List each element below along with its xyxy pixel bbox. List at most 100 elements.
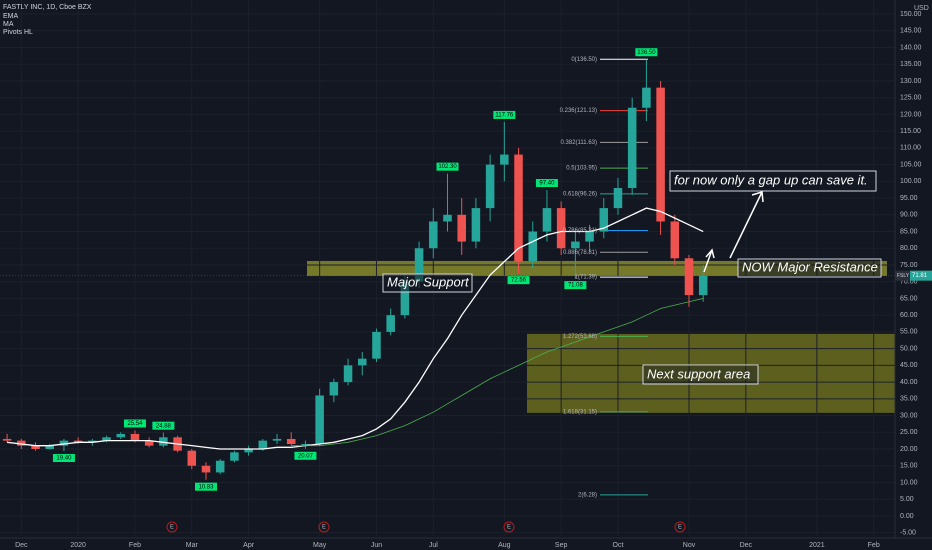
pivot-label: 72.56 [511, 278, 527, 284]
fib-label: 0.786(85.31) [563, 228, 597, 234]
indicator-pivots: Pivots HL [3, 29, 33, 36]
annotations: Major Support NOW Major Resistance for n… [382, 170, 882, 385]
candle-body [215, 460, 225, 473]
indicator-ma: MA [3, 21, 14, 28]
candle-body [272, 438, 282, 441]
y-tick-label: 20.00 [900, 446, 918, 453]
earnings-label: E [322, 525, 326, 531]
pivot-tag [507, 276, 530, 285]
fib-label: 0(136.50) [571, 57, 597, 63]
y-tick-label: 50.00 [900, 345, 918, 352]
annotation: for now only a gap up can save it. [674, 172, 868, 187]
x-tick-label: Nov [683, 542, 696, 549]
candle-body [698, 275, 708, 296]
fib-label: 1.618(31.15) [563, 409, 597, 415]
pivot-tag [493, 110, 516, 119]
y-tick-label: 10.00 [900, 479, 918, 486]
candle-body [17, 440, 26, 446]
annotation: Major Support [387, 274, 470, 289]
x-tick-label: Dec [15, 542, 28, 549]
y-tick-label: 25.00 [900, 429, 918, 436]
y-tick-label: 130.00 [900, 78, 922, 85]
y-tick-label: 35.00 [900, 396, 918, 403]
earnings-marker [318, 521, 330, 533]
candle-body [130, 433, 140, 441]
plot [2, 58, 708, 496]
annotation: NOW Major Resistance [742, 259, 878, 274]
candle-body [116, 433, 126, 438]
y-tick-label: 15.00 [900, 463, 918, 470]
x-tick-label: Feb [129, 542, 141, 549]
candle-body [230, 452, 239, 461]
pivot-label: 10.83 [198, 484, 214, 490]
currency: USD [914, 5, 929, 12]
candle-body [59, 440, 69, 446]
candle-body [556, 208, 566, 249]
y-tick-label: 145.00 [900, 28, 922, 35]
candle-body [144, 440, 154, 446]
pivot-tag [152, 421, 175, 430]
candle-body [2, 438, 12, 441]
moving-average [7, 207, 704, 450]
y-tick-label: 75.00 [900, 262, 918, 269]
candle-body [301, 443, 310, 445]
candle-body [102, 437, 111, 441]
y-tick-label: 110.00 [900, 145, 921, 152]
candle-body [400, 281, 410, 316]
candle-body [542, 208, 552, 232]
symbol-tag-label: FSLY [897, 273, 910, 279]
candle-body [201, 465, 211, 473]
annotation-box [737, 258, 882, 278]
pivot-tag [635, 48, 658, 57]
y-tick-label: 85.00 [900, 228, 918, 235]
x-tick-label: Feb [868, 542, 880, 549]
y-tick-label: 135.00 [900, 61, 922, 68]
annotation-box [642, 364, 759, 385]
candle-body [258, 440, 268, 450]
x-tick-label: Mar [186, 542, 199, 549]
pivot-tag [564, 281, 587, 290]
arrow [703, 248, 715, 273]
candle-body [159, 437, 168, 446]
candle-body [514, 154, 523, 262]
candle-body [613, 188, 623, 209]
earnings-markers: E E E E [166, 521, 686, 533]
earnings-marker [166, 521, 178, 533]
y-tick-label: 120.00 [900, 111, 922, 118]
candle-body [500, 154, 509, 165]
candle-body [73, 440, 83, 443]
pivot-label: 117.76 [495, 112, 514, 118]
pivot-tag [194, 482, 217, 491]
candle-body [528, 231, 537, 262]
y-tick-label: 60.00 [900, 312, 918, 319]
symbol-tag [895, 270, 910, 281]
y-tick-label: 90.00 [900, 212, 918, 219]
candle-body [429, 221, 438, 249]
x-tick-label: Aug [498, 542, 511, 549]
candle-body [585, 231, 594, 242]
earnings-label: E [678, 525, 682, 531]
pivot-tag [535, 179, 558, 188]
earnings-marker [503, 521, 515, 533]
pivot-label: 136.50 [637, 50, 656, 56]
y-tick-label: 115.00 [900, 128, 921, 135]
x-tick-label: Jul [429, 542, 438, 549]
annotation-box [669, 170, 877, 192]
y-tick-label: 100.00 [900, 178, 922, 185]
candle-body [571, 241, 580, 249]
fib-label: 0.886(78.81) [563, 250, 597, 256]
x-tick-label: Apr [243, 542, 255, 549]
candle-body [414, 248, 424, 282]
candle-body [627, 107, 637, 189]
arrow [729, 191, 764, 259]
y-tick-label: 5.00 [900, 496, 914, 503]
x-tick-label: Oct [613, 542, 624, 549]
candle-body [457, 214, 466, 242]
pivot-tag [294, 451, 317, 460]
candle-body [670, 221, 680, 259]
candle-body [642, 87, 651, 108]
candle-body [244, 449, 253, 453]
pivot-label: 25.54 [127, 421, 143, 427]
y-tick-label: 45.00 [900, 362, 918, 369]
fib-label: 0.5(103.95) [566, 166, 597, 172]
